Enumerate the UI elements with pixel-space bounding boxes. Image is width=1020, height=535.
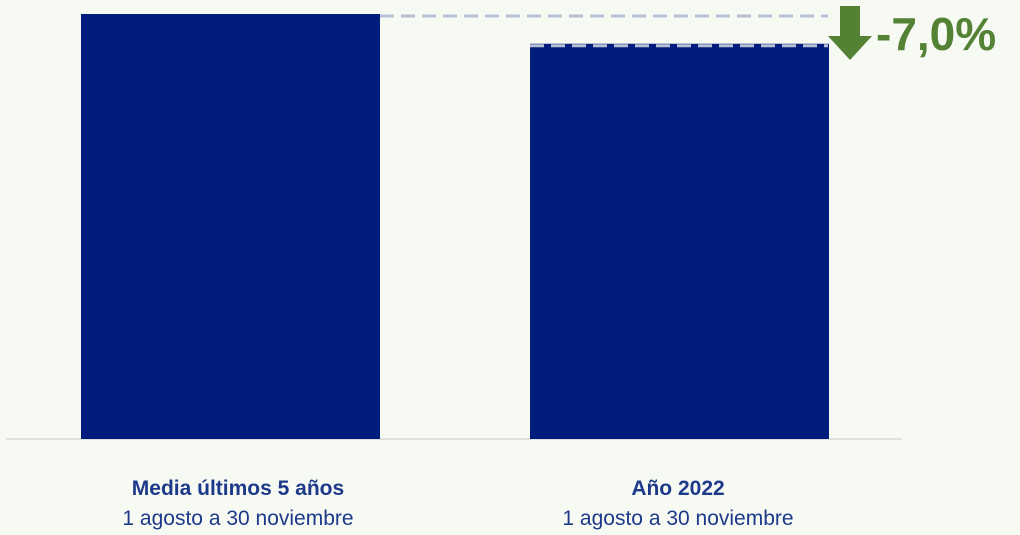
- category-0-title: Media últimos 5 años: [132, 477, 344, 500]
- bars-group: [81, 14, 829, 439]
- reference-lines: [380, 14, 828, 48]
- change-annotation: -7,0%: [828, 6, 996, 60]
- bar-0: [81, 14, 380, 439]
- category-label-0: Media últimos 5 años 1 agosto a 30 novie…: [122, 477, 353, 530]
- category-1-title: Año 2022: [631, 477, 724, 500]
- category-1-subtitle: 1 agosto a 30 noviembre: [562, 507, 793, 530]
- arrow-down-icon: [828, 6, 872, 60]
- category-0-subtitle: 1 agosto a 30 noviembre: [122, 507, 353, 530]
- change-percent-label: -7,0%: [876, 8, 996, 60]
- category-label-1: Año 2022 1 agosto a 30 noviembre: [562, 477, 793, 530]
- bar-1: [530, 43, 829, 439]
